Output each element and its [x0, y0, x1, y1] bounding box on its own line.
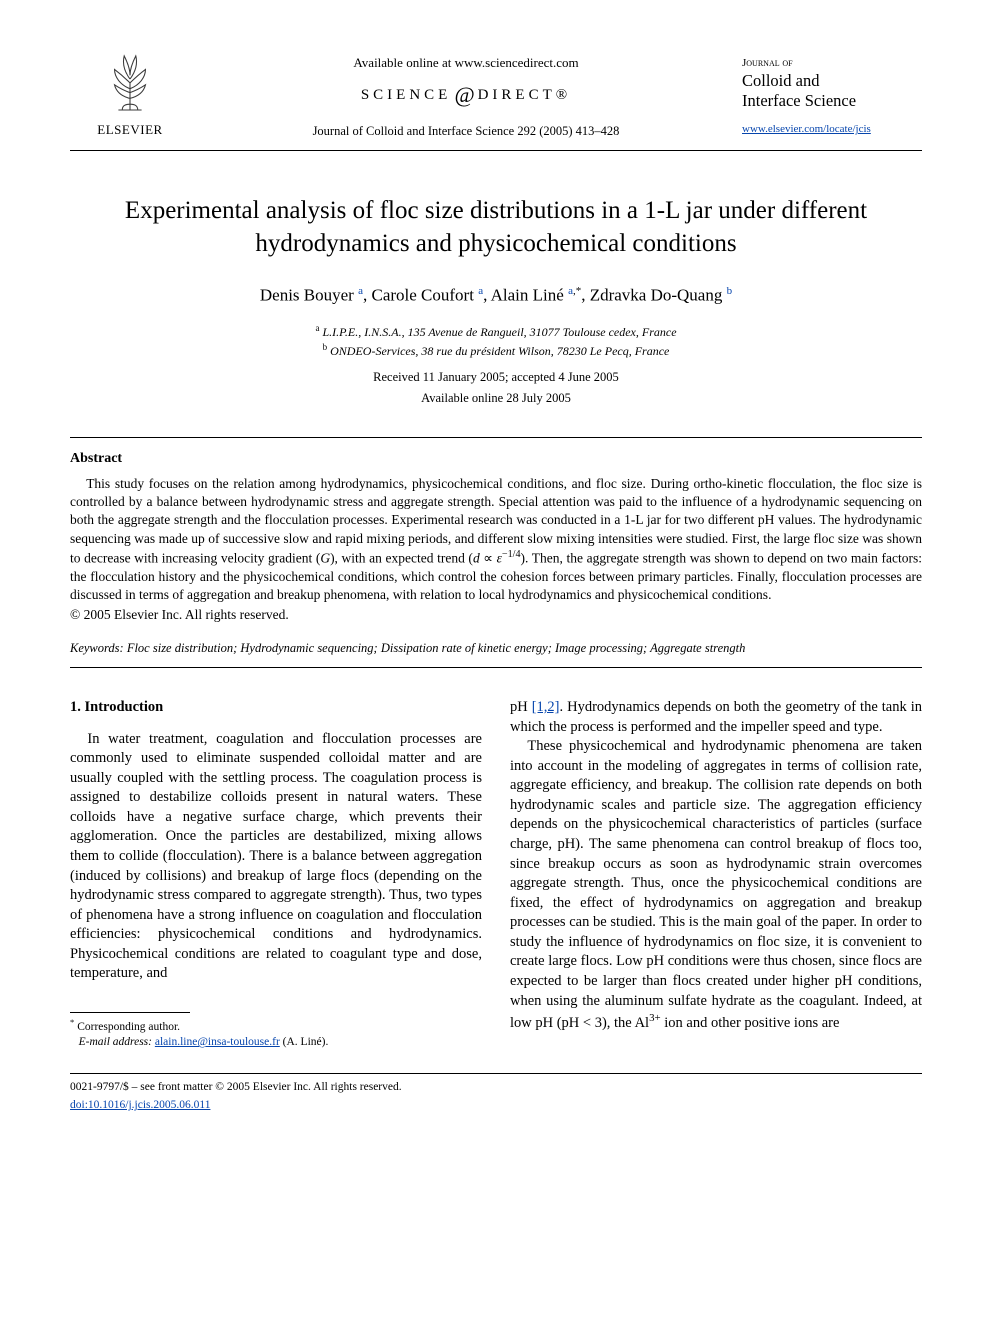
- affiliation-b-text: ONDEO-Services, 38 rue du président Wils…: [330, 344, 669, 358]
- abstract-text: This study focuses on the relation among…: [70, 475, 922, 604]
- doi-link[interactable]: doi:10.1016/j.jcis.2005.06.011: [70, 1099, 210, 1111]
- email-label: E-mail address:: [79, 1036, 152, 1048]
- sd-left: SCIENCE: [361, 87, 452, 103]
- abstract-copyright: © 2005 Elsevier Inc. All rights reserved…: [70, 606, 922, 624]
- corr-email-link[interactable]: alain.line@insa-toulouse.fr: [155, 1036, 280, 1048]
- dates-online: Available online 28 July 2005: [70, 390, 922, 407]
- journal-citation: Journal of Colloid and Interface Science…: [190, 123, 742, 140]
- column-right: pH [1,2]. Hydrodynamics depends on both …: [510, 698, 922, 1051]
- corresponding-footnote: * Corresponding author. E-mail address: …: [70, 1017, 482, 1051]
- affiliation-a: a L.I.P.E., I.N.S.A., 135 Avenue de Rang…: [70, 322, 922, 341]
- sciencedirect-logo: SCIENCE@DIRECT®: [190, 80, 742, 110]
- affiliation-b: b ONDEO-Services, 38 rue du président Wi…: [70, 341, 922, 360]
- intro-para-2a: pH [1,2]. Hydrodynamics depends on both …: [510, 698, 922, 737]
- affiliation-a-text: L.I.P.E., I.N.S.A., 135 Avenue de Rangue…: [322, 325, 676, 339]
- dates-received: Received 11 January 2005; accepted 4 Jun…: [70, 369, 922, 386]
- keywords-label: Keywords:: [70, 641, 124, 655]
- footer-issn-line: 0021-9797/$ – see front matter © 2005 El…: [70, 1080, 922, 1096]
- journal-name-l2: Interface Science: [742, 91, 922, 111]
- header-rule: [70, 150, 922, 151]
- author-list: Denis Bouyer a, Carole Coufort a, Alain …: [70, 284, 922, 308]
- footer-rule: [70, 1073, 922, 1074]
- abstract-heading: Abstract: [70, 450, 922, 469]
- locate-link[interactable]: www.elsevier.com/locate/jcis: [742, 122, 922, 137]
- column-left: 1. Introduction In water treatment, coag…: [70, 698, 482, 1051]
- journal-title-block: Journal of Colloid and Interface Science…: [742, 50, 922, 137]
- abstract-top-rule: [70, 437, 922, 438]
- keywords-bottom-rule: [70, 667, 922, 668]
- intro-para-2b: These physicochemical and hydrodynamic p…: [510, 737, 922, 1033]
- publisher-name: ELSEVIER: [70, 121, 190, 139]
- header-center: Available online at www.sciencedirect.co…: [190, 50, 742, 140]
- corr-author-label: Corresponding author.: [77, 1021, 180, 1033]
- intro-para-1: In water treatment, coagulation and floc…: [70, 730, 482, 984]
- journal-name-l1: Colloid and: [742, 71, 922, 91]
- elsevier-tree-icon: [101, 50, 159, 112]
- publisher-logo-block: ELSEVIER: [70, 50, 190, 138]
- sd-at-icon: @: [454, 82, 474, 107]
- body-columns: 1. Introduction In water treatment, coag…: [70, 698, 922, 1051]
- abstract-body: This study focuses on the relation among…: [70, 475, 922, 604]
- available-online-text: Available online at www.sciencedirect.co…: [190, 54, 742, 72]
- corr-email-name: (A. Liné).: [283, 1036, 329, 1048]
- journal-of-label: Journal of: [742, 56, 922, 71]
- paper-title: Experimental analysis of floc size distr…: [70, 195, 922, 260]
- keywords-list: Floc size distribution; Hydrodynamic seq…: [127, 641, 746, 655]
- section-1-heading: 1. Introduction: [70, 698, 482, 718]
- keywords-line: Keywords: Floc size distribution; Hydrod…: [70, 640, 922, 657]
- sd-right: DIRECT®: [478, 87, 572, 103]
- footnote-rule: [70, 1012, 190, 1013]
- paper-header: ELSEVIER Available online at www.science…: [70, 50, 922, 140]
